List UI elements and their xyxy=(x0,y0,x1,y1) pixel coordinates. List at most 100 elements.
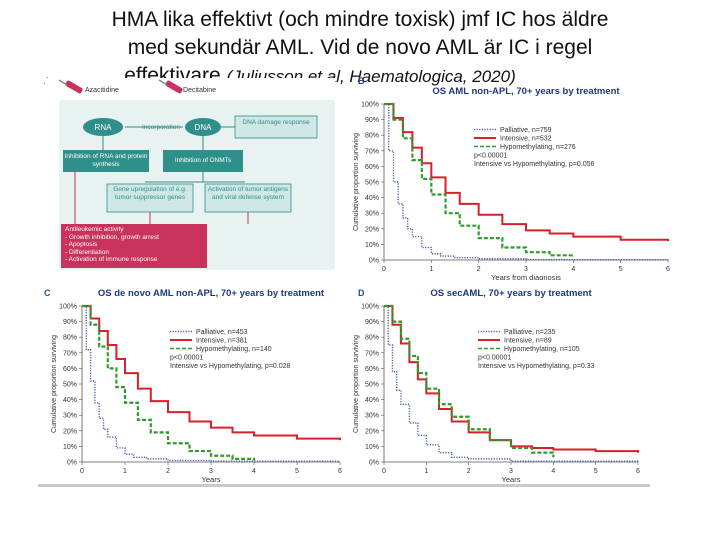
antileukemic-box: Antileukemic activity - Growth inhibitio… xyxy=(61,224,207,266)
y-tick-label: 100% xyxy=(361,102,379,109)
x-tick-label: 2 xyxy=(166,468,170,475)
series-line-palliative xyxy=(82,305,341,462)
title-line-2: med sekundär AML. Vid de novo AML är IC … xyxy=(127,36,593,59)
y-tick-label: 70% xyxy=(365,350,379,357)
y-tick-label: 0% xyxy=(369,460,379,467)
y-tick-label: 40% xyxy=(365,397,379,404)
panel-label-b: B xyxy=(358,76,365,86)
y-tick-label: 50% xyxy=(365,382,379,389)
y-tick-label: 70% xyxy=(63,350,77,357)
chart-os-secaml: OS secAML, 70+ years by treatment0%10%20… xyxy=(353,288,640,482)
antileukemic-item: - Differentiation xyxy=(65,248,109,256)
series-line-palliative xyxy=(384,103,669,261)
chart-annotation: p<0.00001 xyxy=(170,355,203,362)
y-tick-label: 100% xyxy=(59,304,77,311)
y-tick-label: 50% xyxy=(365,180,379,187)
x-tick-label: 6 xyxy=(666,266,670,273)
rna-node: RNA xyxy=(95,123,113,132)
panel-label-c: C xyxy=(44,288,51,298)
y-tick-label: 60% xyxy=(365,366,379,373)
x-tick-label: 1 xyxy=(429,266,433,273)
x-axis-label: Years xyxy=(502,475,521,482)
y-tick-label: 80% xyxy=(365,133,379,140)
antileukemic-item: - Activation of immune response xyxy=(65,256,158,264)
x-axis-label: Years xyxy=(202,475,221,482)
x-tick-label: 1 xyxy=(424,468,428,475)
chart-annotation: Intensive vs Hypomethylating, p=0.33 xyxy=(478,363,595,370)
x-tick-label: 5 xyxy=(594,468,598,475)
series-line-palliative xyxy=(384,305,639,462)
y-tick-label: 20% xyxy=(365,226,379,233)
y-tick-label: 90% xyxy=(63,319,77,326)
inhibition-rna-box: Inhibition of RNA and protein synthesis xyxy=(64,153,148,168)
y-tick-label: 90% xyxy=(365,319,379,326)
series-line-intensive xyxy=(384,305,639,453)
y-axis-label: Cumulative proportion surviving xyxy=(51,335,58,433)
series-line-hypomethylating xyxy=(384,304,555,458)
y-tick-label: 10% xyxy=(365,444,379,451)
x-tick-label: 2 xyxy=(477,266,481,273)
x-tick-label: 0 xyxy=(382,468,386,475)
x-tick-label: 4 xyxy=(551,468,555,475)
x-tick-label: 2 xyxy=(467,468,471,475)
y-tick-label: 90% xyxy=(365,117,379,124)
gene-upregulation-box: Gene upregulation of e.g. tumor suppress… xyxy=(113,186,187,201)
y-tick-label: 20% xyxy=(63,428,77,435)
chart-title: OS de novo AML non-APL, 70+ years by tre… xyxy=(98,288,325,299)
inhibition-dnmt-box: Inhibition of DNMTs xyxy=(174,157,232,164)
x-tick-label: 3 xyxy=(209,468,213,475)
y-axis-label: Cumulative proportion surviving xyxy=(353,335,360,433)
x-tick-label: 4 xyxy=(252,468,256,475)
mechanism-diagram: Azacitidine Decitabine RNA Incorporation… xyxy=(45,78,335,278)
y-tick-label: 10% xyxy=(63,444,77,451)
activation-box: Activation of tumor antigens and viral d… xyxy=(207,186,289,201)
antileukemic-title: Antileukemic activity xyxy=(65,226,124,233)
legend-entry: Hypomethylating, n=105 xyxy=(504,346,580,353)
bottom-divider xyxy=(38,484,650,487)
legend-entry: Intensive, n=381 xyxy=(196,338,248,345)
chart-os-aml-non-apl: OS AML non-APL, 70+ years by treatment 0%… xyxy=(353,86,670,280)
y-tick-label: 30% xyxy=(63,413,77,420)
x-tick-label: 5 xyxy=(619,266,623,273)
y-tick-label: 80% xyxy=(63,335,77,342)
y-tick-label: 60% xyxy=(365,164,379,171)
series-line-hypomethylating xyxy=(82,304,256,461)
y-tick-label: 20% xyxy=(365,428,379,435)
title-line-1: HMA lika effektivt (och mindre toxisk) j… xyxy=(111,8,609,31)
series-line-hypomethylating xyxy=(384,102,575,257)
series-line-intensive xyxy=(384,103,669,242)
dna-damage-box: DNA damage response xyxy=(242,119,310,126)
legend-entry: Palliative, n=759 xyxy=(500,127,552,134)
syringe-icon-azacitidine xyxy=(58,79,83,94)
legend-entry: Palliative, n=453 xyxy=(196,329,248,336)
legend-entry: Hypomethylating, n=140 xyxy=(196,346,272,353)
y-tick-label: 30% xyxy=(365,413,379,420)
y-tick-label: 0% xyxy=(67,460,77,467)
legend-entry: Hypomethylating, n=276 xyxy=(500,144,576,151)
panel-label-d: D xyxy=(358,288,365,298)
chart-annotation: Intensive vs Hypomethylating, p=0.056 xyxy=(474,161,595,168)
syringe-icon-decitabine xyxy=(158,79,183,94)
x-axis-label: Years from diagnosis xyxy=(491,273,561,280)
x-tick-label: 0 xyxy=(80,468,84,475)
antileukemic-item: - Growth inhibition, growth arrest xyxy=(65,233,159,241)
x-tick-label: 0 xyxy=(382,266,386,273)
chart-title: OS AML non-APL, 70+ years by treatment xyxy=(432,86,620,97)
drug-azacitidine-label: Azacitidine xyxy=(85,87,119,94)
x-tick-label: 1 xyxy=(123,468,127,475)
y-tick-label: 70% xyxy=(365,148,379,155)
x-tick-label: 6 xyxy=(636,468,640,475)
chart-annotation: p<0.00001 xyxy=(478,355,511,362)
dna-node: DNA xyxy=(195,123,213,132)
legend-entry: Intensive, n=89 xyxy=(504,338,552,345)
y-tick-label: 50% xyxy=(63,382,77,389)
chart-os-de-novo-aml: OS de novo AML non-APL, 70+ years by tre… xyxy=(51,288,342,482)
x-tick-label: 3 xyxy=(509,468,513,475)
y-tick-label: 40% xyxy=(63,397,77,404)
series-line-intensive xyxy=(82,305,341,441)
chart-annotation: Intensive vs Hypomethylating, p=0.028 xyxy=(170,363,291,370)
y-tick-label: 30% xyxy=(365,211,379,218)
y-tick-label: 80% xyxy=(365,335,379,342)
x-tick-label: 3 xyxy=(524,266,528,273)
y-tick-label: 60% xyxy=(63,366,77,373)
